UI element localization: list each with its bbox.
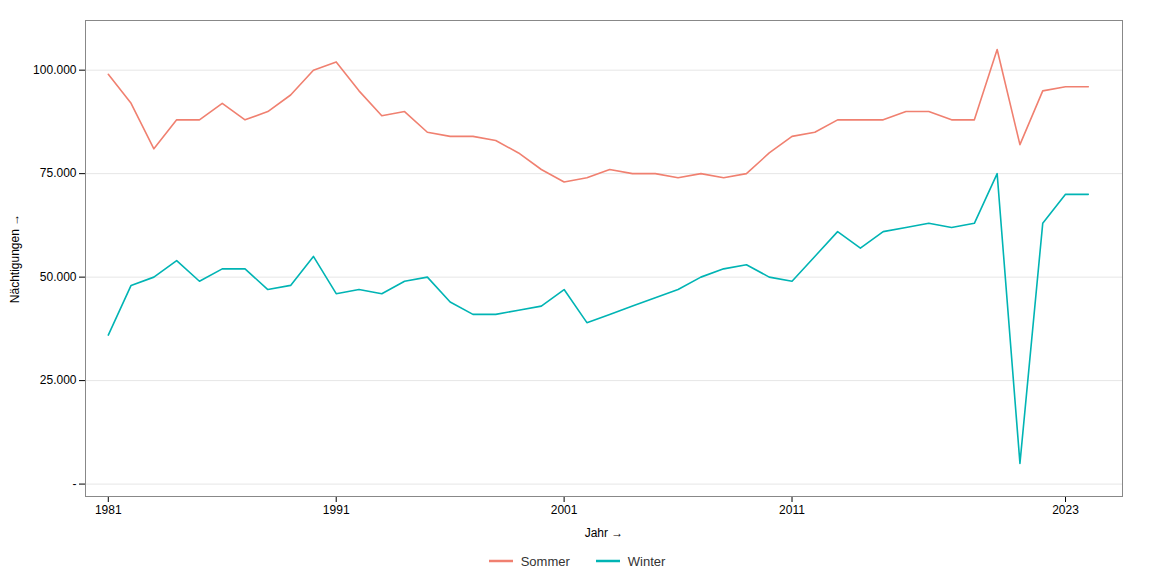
svg-text:1991: 1991 bbox=[323, 503, 350, 517]
svg-text:1981: 1981 bbox=[95, 503, 122, 517]
svg-text:100.000: 100.000 bbox=[33, 63, 77, 77]
svg-text:Nächtigungen →: Nächtigungen → bbox=[8, 214, 22, 303]
svg-text:25.000: 25.000 bbox=[40, 373, 77, 387]
svg-text:Jahr →: Jahr → bbox=[585, 526, 624, 540]
html-text:Sommer: Sommer bbox=[520, 553, 570, 569]
svg-text:75.000: 75.000 bbox=[40, 166, 77, 180]
svg-text:50.000: 50.000 bbox=[40, 270, 77, 284]
svg-text:2001: 2001 bbox=[551, 503, 578, 517]
svg-text:-: - bbox=[73, 477, 77, 491]
svg-text:2011: 2011 bbox=[779, 503, 805, 517]
svg-text:2023: 2023 bbox=[1052, 503, 1079, 517]
html-text:Winter: Winter bbox=[627, 553, 666, 569]
